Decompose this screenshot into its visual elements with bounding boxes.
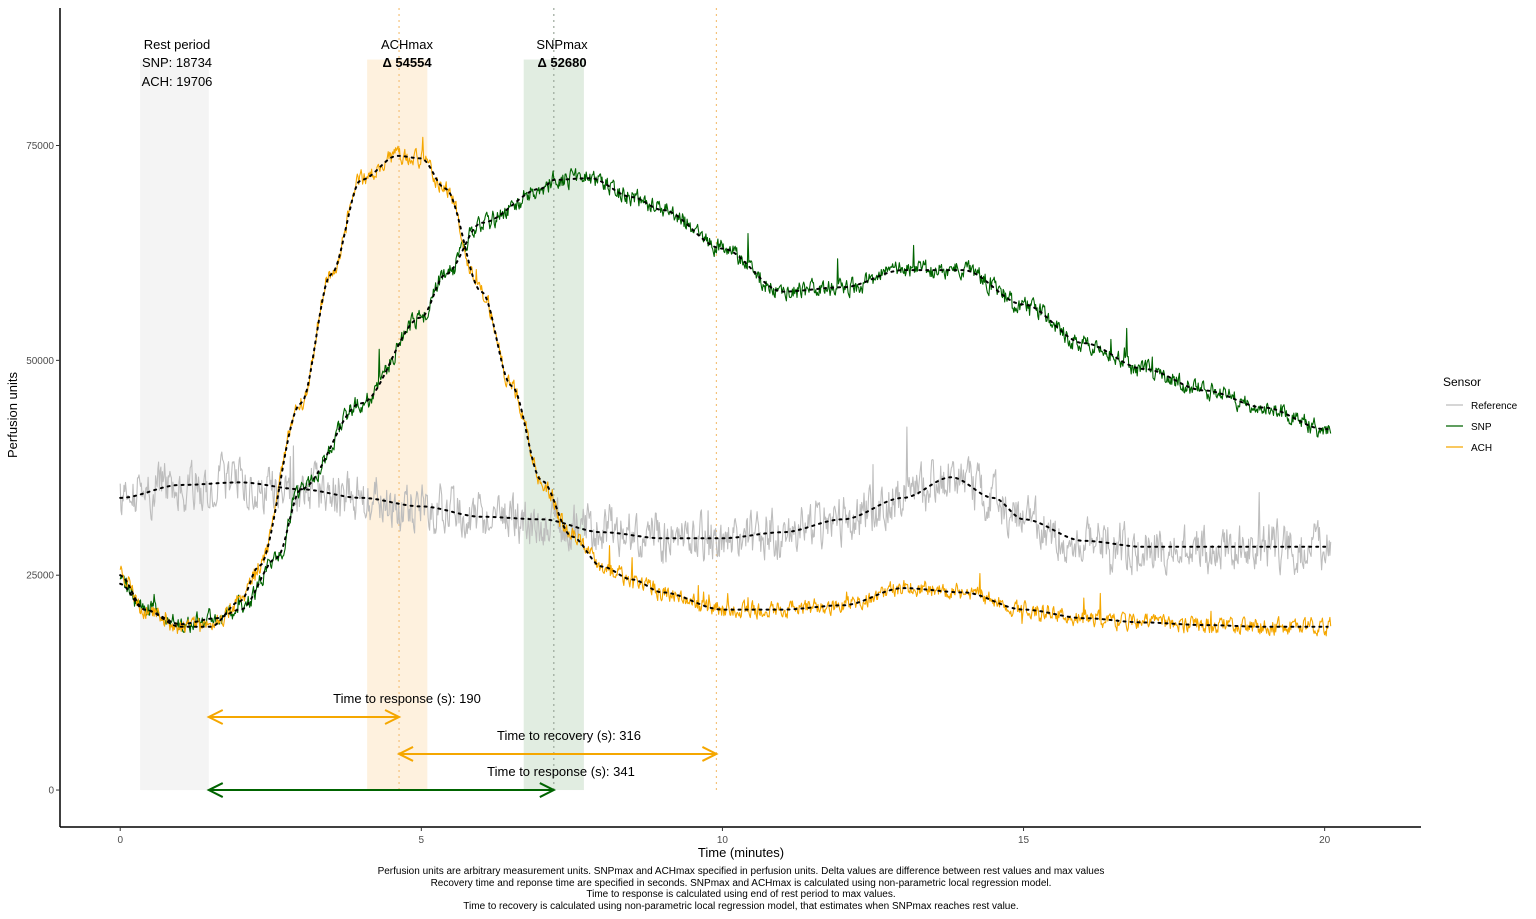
- snp-response-head-right: [539, 782, 557, 798]
- caption-line-1: Perfusion units are arbitrary measuremen…: [378, 866, 1105, 877]
- legend: Sensor Reference SNP ACH: [1443, 375, 1518, 454]
- achmax-title: ACHmax: [381, 37, 434, 52]
- snpmax-title: SNPmax: [536, 37, 588, 52]
- series-snp: [119, 168, 1332, 633]
- ach-recovery-head-right: [701, 746, 719, 762]
- smooth-snp: [119, 177, 1329, 626]
- interval-arrows: [206, 709, 719, 798]
- rest-period-title: Rest period: [144, 37, 210, 52]
- y-tick-label-0: 0: [48, 786, 54, 797]
- smooth-ach: [119, 154, 1329, 628]
- x-tick-label-5: 5: [419, 835, 425, 846]
- smooth-reference: [119, 476, 1329, 548]
- ach-recovery-label: Time to recovery (s): 316: [497, 728, 641, 743]
- ach-response-head-left: [206, 709, 224, 725]
- caption-line-4: Time to recovery is calculated using non…: [463, 901, 1018, 912]
- legend-label-ach: ACH: [1471, 443, 1492, 454]
- rest-band: [140, 59, 209, 791]
- snp-response-label: Time to response (s): 341: [487, 764, 635, 779]
- caption-line-3: Time to response is calculated using end…: [586, 889, 895, 900]
- legend-label-snp: SNP: [1471, 422, 1492, 433]
- series-reference: [119, 426, 1332, 576]
- ach-response-head-right: [384, 709, 402, 725]
- reference-vlines: [398, 8, 718, 791]
- rest-ach-value: ACH: 19706: [142, 74, 213, 89]
- legend-title: Sensor: [1443, 375, 1481, 389]
- legend-label-reference: Reference: [1471, 401, 1518, 412]
- series-lines: [119, 136, 1332, 637]
- caption-line-2: Recovery time and reponse time are speci…: [431, 878, 1052, 889]
- rest-snp-value: SNP: 18734: [142, 55, 212, 70]
- snpmax-delta: Δ 52680: [537, 55, 586, 70]
- series-ach: [119, 136, 1332, 637]
- y-tick-label-50000: 50000: [26, 356, 54, 367]
- x-tick-label-20: 20: [1319, 835, 1331, 846]
- shaded-regions: [140, 59, 584, 791]
- x-tick-label-10: 10: [717, 835, 729, 846]
- achmax-band: [367, 59, 428, 791]
- y-tick-label-75000: 75000: [26, 141, 54, 152]
- smoothed-lines: [119, 154, 1329, 628]
- axes: 0 25000 50000 75000 0 5 10 15 20: [26, 8, 1421, 846]
- y-axis-title: Perfusion units: [5, 372, 20, 458]
- ach-response-label: Time to response (s): 190: [333, 691, 481, 706]
- ach-recovery-head-left: [396, 746, 414, 762]
- achmax-delta: Δ 54554: [382, 55, 432, 70]
- x-axis-title: Time (minutes): [698, 845, 784, 860]
- y-tick-label-25000: 25000: [26, 571, 54, 582]
- x-tick-label-15: 15: [1018, 835, 1030, 846]
- x-tick-label-0: 0: [117, 835, 123, 846]
- snp-response-head-left: [206, 782, 224, 798]
